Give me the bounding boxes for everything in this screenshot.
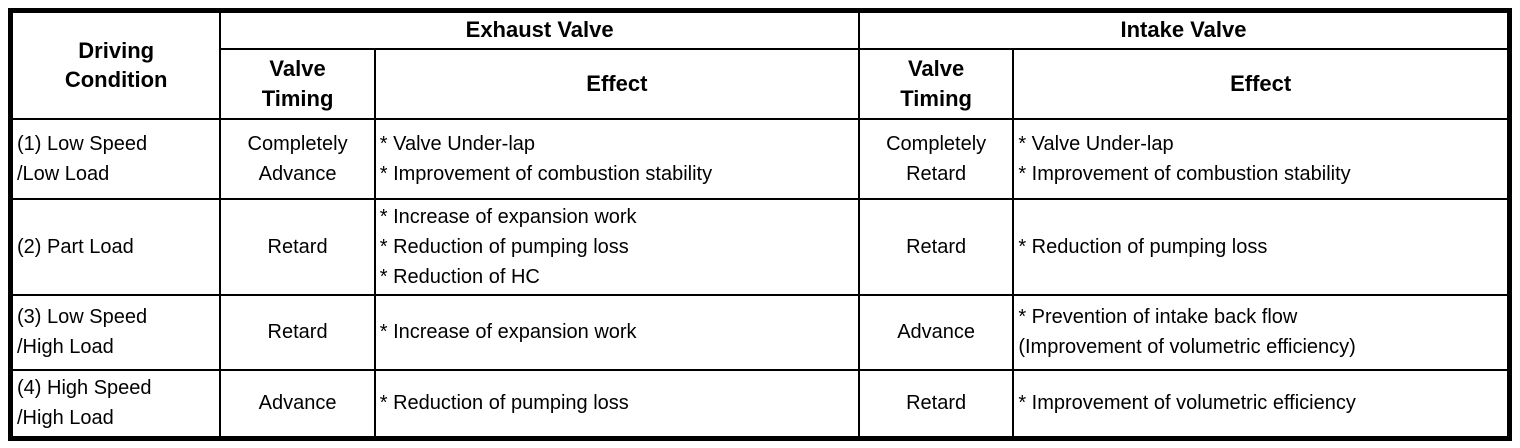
exhaust-effect-cell: * Increase of expansion work — [373, 293, 860, 371]
table-row-part-load: (2) Part Load Retard * Increase of expan… — [9, 197, 1511, 296]
header-intake-effect: Effect — [1012, 47, 1511, 120]
intake-timing-cell: Retard — [857, 197, 1015, 296]
exhaust-effect-cell: * Valve Under-lap * Improvement of combu… — [373, 117, 860, 200]
condition-cell: (4) High Speed /High Load — [9, 368, 222, 440]
intake-effect-cell: * Prevention of intake back flow (Improv… — [1012, 293, 1511, 371]
condition-cell: (1) Low Speed /Low Load — [9, 117, 222, 200]
header-intake-valve-group: Intake Valve — [857, 9, 1511, 50]
intake-effect-cell: * Valve Under-lap * Improvement of combu… — [1012, 117, 1511, 200]
header-exhaust-valve-group: Exhaust Valve — [219, 9, 860, 50]
intake-effect-cell: * Reduction of pumping loss — [1012, 197, 1511, 296]
intake-timing-cell: Completely Retard — [857, 117, 1015, 200]
header-exhaust-effect: Effect — [373, 47, 860, 120]
exhaust-timing-cell: Retard — [219, 197, 376, 296]
table-row-high-speed-high-load: (4) High Speed /High Load Advance * Redu… — [9, 368, 1511, 440]
condition-cell: (2) Part Load — [9, 197, 222, 296]
exhaust-effect-cell: * Increase of expansion work * Reduction… — [373, 197, 860, 296]
header-exhaust-valve-timing: Valve Timing — [219, 47, 376, 120]
intake-timing-cell: Retard — [857, 368, 1015, 440]
table-row-low-speed-low-load: (1) Low Speed /Low Load Completely Advan… — [9, 117, 1511, 200]
table-row-low-speed-high-load: (3) Low Speed /High Load Retard * Increa… — [9, 293, 1511, 371]
exhaust-timing-cell: Advance — [219, 368, 376, 440]
valve-timing-table-container: Driving Condition Exhaust Valve Intake V… — [8, 8, 1512, 441]
header-row-groups: Driving Condition Exhaust Valve Intake V… — [9, 9, 1511, 120]
valve-timing-table: Driving Condition Exhaust Valve Intake V… — [8, 8, 1512, 441]
exhaust-timing-cell: Retard — [219, 293, 376, 371]
header-row-subcolumns: Valve Timing Effect Valve Timing Effect — [11, 47, 1511, 120]
header-intake-valve-timing: Valve Timing — [857, 47, 1015, 120]
exhaust-effect-cell: * Reduction of pumping loss — [373, 368, 860, 440]
intake-effect-cell: * Improvement of volumetric efficiency — [1012, 368, 1511, 440]
header-driving-condition: Driving Condition — [9, 9, 222, 120]
intake-timing-cell: Advance — [857, 293, 1015, 371]
exhaust-timing-cell: Completely Advance — [219, 117, 376, 200]
condition-cell: (3) Low Speed /High Load — [9, 293, 222, 371]
